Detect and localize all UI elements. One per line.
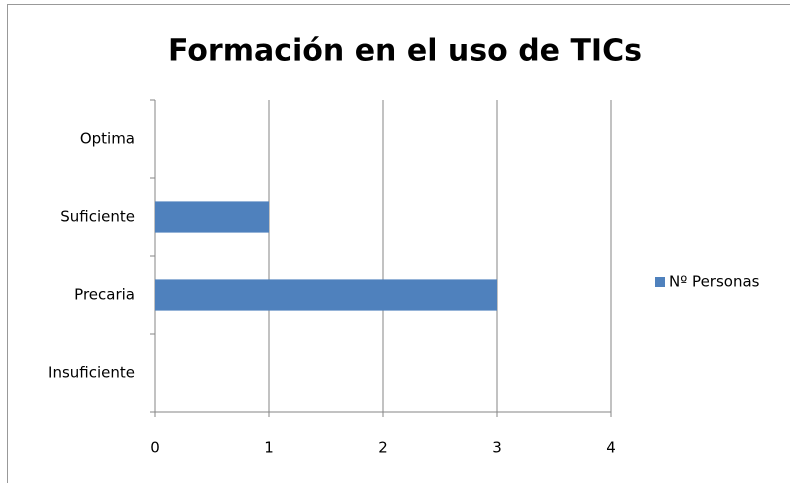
chart-frame: [7, 4, 790, 483]
bar: [155, 201, 269, 233]
y-tick-label: Suficiente: [60, 208, 135, 226]
x-tick-label: 3: [492, 439, 502, 457]
chart-title: Formación en el uso de TICs: [168, 34, 642, 69]
y-tick-label: Precaria: [74, 286, 135, 304]
y-tick-label: Insuficiente: [48, 364, 135, 382]
x-tick-label: 0: [150, 439, 160, 457]
x-tick-label: 2: [378, 439, 388, 457]
bar: [155, 279, 497, 311]
legend-swatch: [655, 277, 665, 287]
legend-label: Nº Personas: [669, 273, 760, 291]
y-tick-label: Optima: [80, 130, 135, 148]
x-tick-label: 1: [264, 439, 274, 457]
x-tick-label: 4: [606, 439, 616, 457]
